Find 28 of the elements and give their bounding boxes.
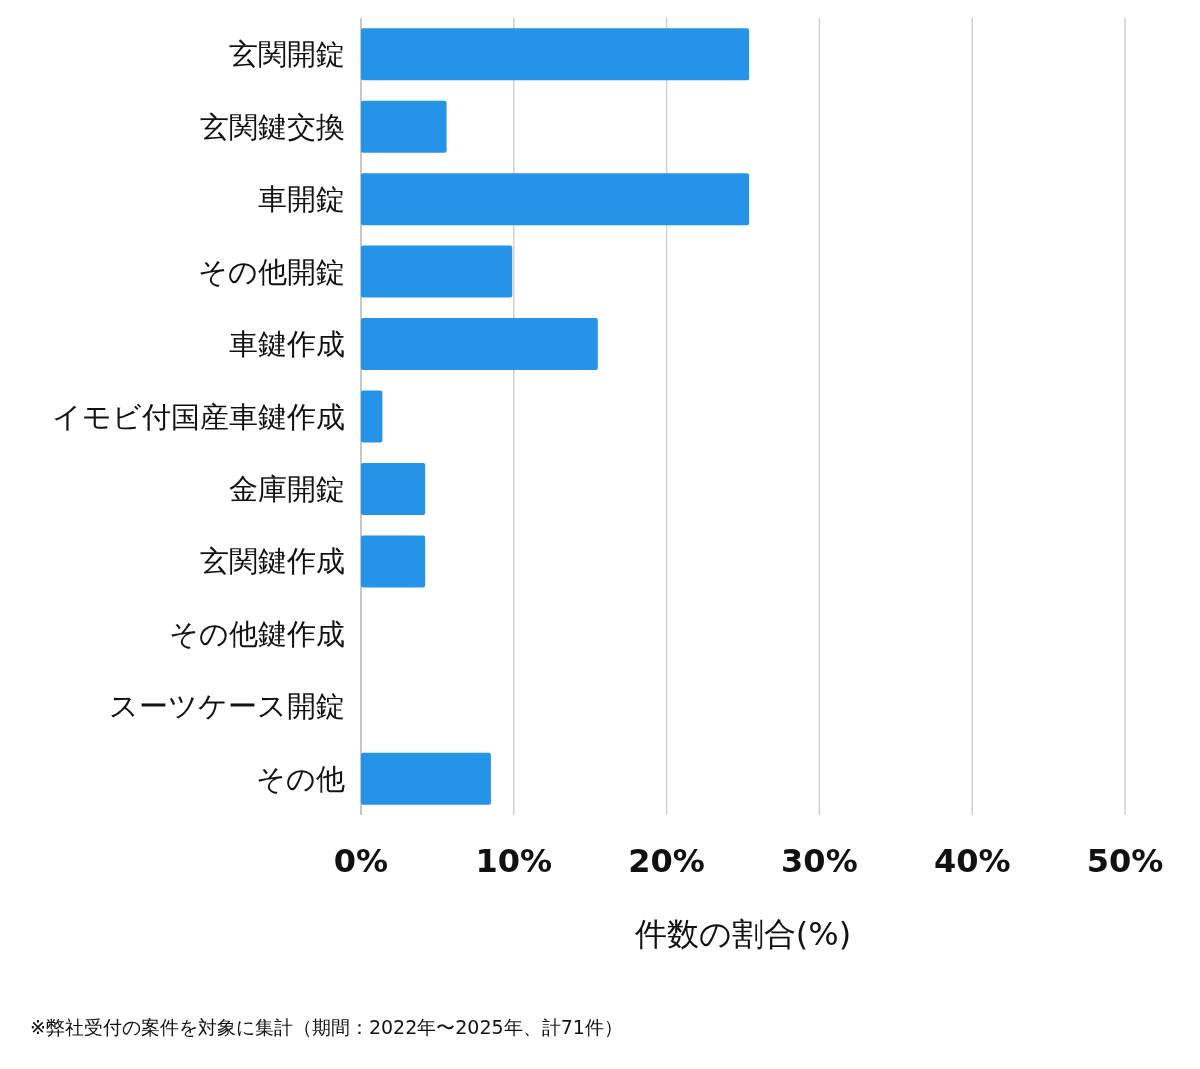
x-tick-label: 30%	[781, 842, 858, 880]
bar	[361, 173, 750, 226]
bar	[361, 752, 491, 805]
y-tick-label: 車開錠	[258, 182, 345, 217]
y-tick-label: その他開錠	[198, 254, 345, 289]
y-tick-label: 玄関鍵交換	[200, 109, 345, 144]
bar	[361, 535, 426, 588]
bar	[361, 28, 750, 81]
x-tick-label: 50%	[1086, 842, 1164, 880]
bar	[361, 318, 598, 371]
bar	[361, 245, 513, 298]
bar	[361, 390, 383, 443]
y-tick-label: 金庫開錠	[229, 471, 345, 506]
x-tick-label: 0%	[333, 842, 389, 880]
y-tick-label: 玄関鍵作成	[200, 544, 345, 579]
x-tick-label: 10%	[475, 842, 553, 880]
x-axis-title: 件数の割合(%)	[634, 915, 852, 953]
y-tick-label: イモビ付国産車鍵作成	[52, 399, 345, 434]
y-tick-label: その他	[256, 761, 345, 796]
x-tick-label: 40%	[933, 842, 1011, 880]
y-tick-label: その他鍵作成	[169, 616, 345, 651]
y-tick-label: 車鍵作成	[229, 327, 345, 362]
bar	[361, 462, 426, 515]
y-tick-label: スーツケース開錠	[109, 689, 345, 724]
text: ※弊社受付の案件を対象に集計（期間：2022年〜2025年、計71件）	[30, 1016, 623, 1038]
x-tick-label: 20%	[628, 842, 705, 880]
bar	[361, 100, 447, 153]
y-tick-label: 玄関開錠	[229, 37, 345, 72]
